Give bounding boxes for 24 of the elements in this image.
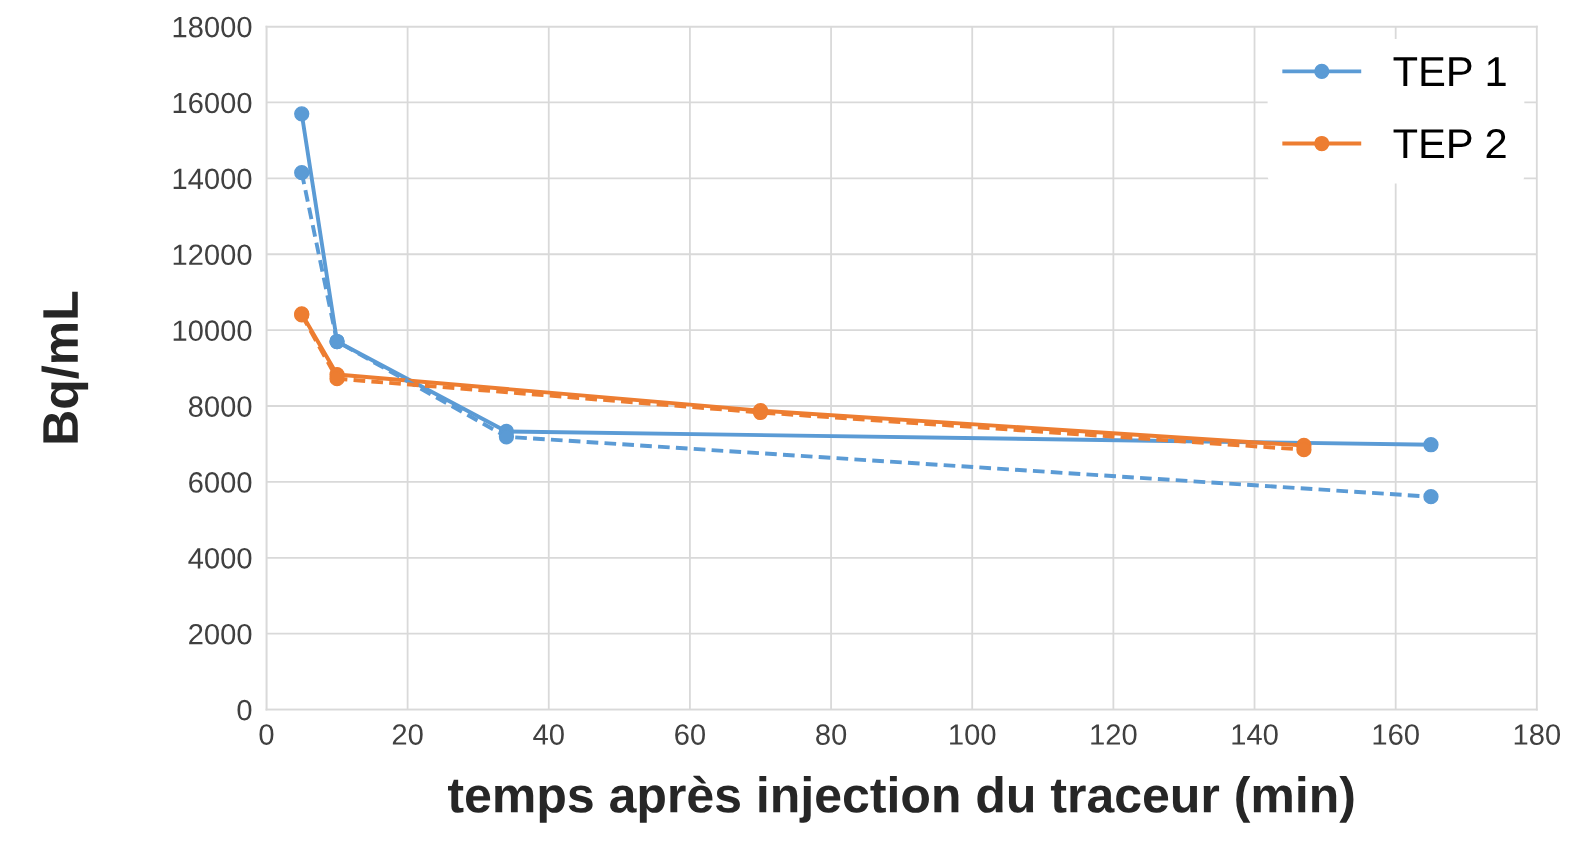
x-tick-label: 0 xyxy=(259,724,274,745)
x-tick-label: 60 xyxy=(675,724,705,745)
x-tick-label: 40 xyxy=(533,724,564,745)
x-tick-label: 140 xyxy=(1232,724,1278,745)
x-tick-label: 180 xyxy=(1514,724,1561,745)
y-tick-label: 6000 xyxy=(189,472,252,493)
x-tick-label: 20 xyxy=(392,724,423,745)
legend-label: TEP 2 xyxy=(1393,129,1506,159)
y-tick-label: 12000 xyxy=(173,244,252,266)
y-axis-title: Bq/mL xyxy=(41,291,89,443)
y-tick-label: 2000 xyxy=(189,623,252,645)
x-tick-label: 120 xyxy=(1091,724,1137,745)
y-tick-label: 4000 xyxy=(188,548,252,569)
x-tick-label: 160 xyxy=(1373,724,1419,745)
x-tick-label: 100 xyxy=(950,724,996,745)
x-tick-label: 80 xyxy=(816,724,847,745)
x-axis-title: temps après injection du traceur (min) xyxy=(448,775,1354,823)
y-tick-label: 14000 xyxy=(173,168,252,190)
y-tick-label: 0 xyxy=(237,699,252,721)
y-tick-label: 10000 xyxy=(173,320,252,341)
y-tick-label: 18000 xyxy=(173,16,252,38)
y-tick-label: 8000 xyxy=(188,396,252,417)
y-tick-label: 16000 xyxy=(173,92,252,114)
legend-label: TEP 1 xyxy=(1393,57,1506,86)
